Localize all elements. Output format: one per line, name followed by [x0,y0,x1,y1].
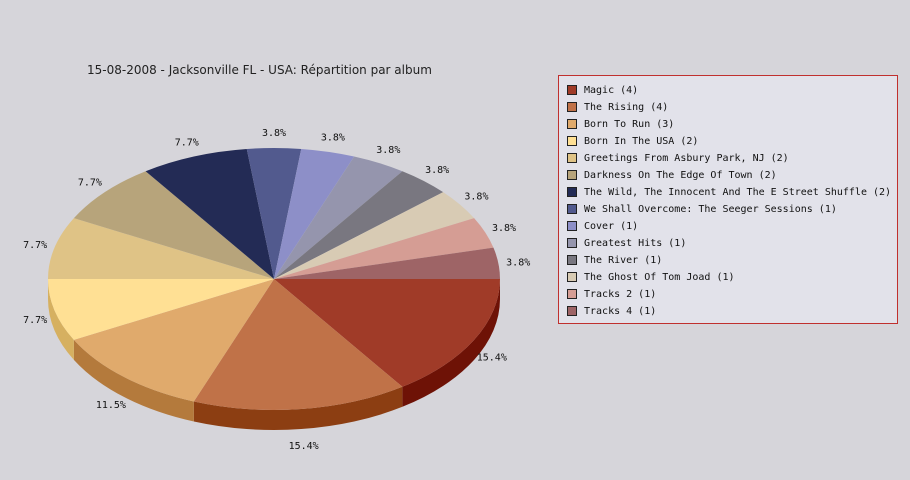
pie-slice-12 [274,192,475,279]
legend-item: Tracks 2 (1) [567,287,656,301]
legend-swatch [567,136,577,146]
legend-label: Born To Run (3) [584,118,675,130]
pie-percent-label-13: 3.8% [492,223,516,234]
legend-swatch [567,289,577,299]
pie-percent-label-9: 3.8% [321,132,345,143]
pie-slice-6 [73,171,274,279]
pie-percent-label-4: 7.7% [23,315,47,326]
legend-item: Cover (1) [567,219,638,233]
legend-swatch [567,153,577,163]
pie-3d-sides [48,279,500,431]
pie-percent-label-1: 15.4% [477,353,507,364]
legend-item: The Wild, The Innocent And The E Street … [567,185,891,199]
legend-label: We Shall Overcome: The Seeger Sessions (… [584,203,837,215]
pie-slice-8 [246,148,302,279]
legend-item: We Shall Overcome: The Seeger Sessions (… [567,202,837,216]
pie-slice-7 [145,148,274,279]
legend-swatch [567,306,577,316]
pie-slice-5 [48,218,274,279]
pie-percent-label-14: 3.8% [506,257,530,268]
legend-item: Darkness On The Edge Of Town (2) [567,168,777,182]
legend-label: Greetings From Asbury Park, NJ (2) [584,152,789,164]
pie-slices [48,148,500,411]
legend-label: Cover (1) [584,220,639,232]
legend-swatch [567,85,577,95]
legend-item: The Rising (4) [567,100,668,114]
pie-slice-2 [193,279,403,411]
legend-item: Magic (4) [567,83,638,97]
legend-swatch [567,221,577,231]
pie-slice-4 [48,279,274,340]
pie-percent-label-11: 3.8% [425,165,449,176]
legend-swatch [567,119,577,129]
pie-side-3 [73,339,194,422]
legend-swatch [567,102,577,112]
legend-item: Greetings From Asbury Park, NJ (2) [567,151,789,165]
pie-percent-label-2: 15.4% [289,441,319,452]
legend-swatch [567,204,577,214]
pie-percent-labels: 15.4% 15.4% 11.5% 7.7% 7.7% 7.7% 7.7% 3.8% 3.8% 3… [23,128,530,452]
legend-label: Magic (4) [584,84,639,96]
pie-side-2 [193,386,403,431]
pie-side-4 [48,279,74,360]
legend: Magic (4) The Rising (4) Born To Run (3) Bo… [558,75,898,324]
pie-slice-11 [274,171,444,279]
legend-label: Tracks 4 (1) [584,305,657,317]
pie-percent-label-12: 3.8% [464,191,488,202]
legend-label: Tracks 2 (1) [584,288,657,300]
pie-percent-label-6: 7.7% [78,178,102,189]
pie-percent-label-10: 3.8% [376,145,400,156]
legend-item: The River (1) [567,253,662,267]
legend-swatch [567,272,577,282]
pie-slice-10 [274,156,403,279]
legend-label: Greatest Hits (1) [584,237,687,249]
legend-item: Greatest Hits (1) [567,236,686,250]
legend-label: The Ghost Of Tom Joad (1) [584,271,735,283]
pie-slice-14 [274,247,500,279]
chart-title: 15-08-2008 - Jacksonville FL - USA: Répa… [87,63,432,77]
pie-percent-label-3: 11.5% [96,400,126,411]
legend-swatch [567,238,577,248]
legend-label: Darkness On The Edge Of Town (2) [584,169,777,181]
legend-label: The River (1) [584,254,663,266]
legend-swatch [567,170,577,180]
pie-side-1 [402,279,500,407]
legend-item: Born In The USA (2) [567,134,698,148]
legend-swatch [567,187,577,197]
legend-item: Born To Run (3) [567,117,674,131]
legend-label: The Wild, The Innocent And The E Street … [584,186,892,198]
pie-percent-label-8: 3.8% [262,128,286,139]
legend-label: Born In The USA (2) [584,135,699,147]
pie-percent-label-7: 7.7% [175,138,199,149]
legend-label: The Rising (4) [584,101,669,113]
legend-item: Tracks 4 (1) [567,304,656,318]
pie-slice-1 [274,279,500,387]
pie-slice-9 [274,148,355,279]
legend-swatch [567,255,577,265]
pie-percent-label-5: 7.7% [23,240,47,251]
legend-item: The Ghost Of Tom Joad (1) [567,270,735,284]
pie-slice-3 [73,279,274,402]
pie-slice-13 [274,218,494,279]
